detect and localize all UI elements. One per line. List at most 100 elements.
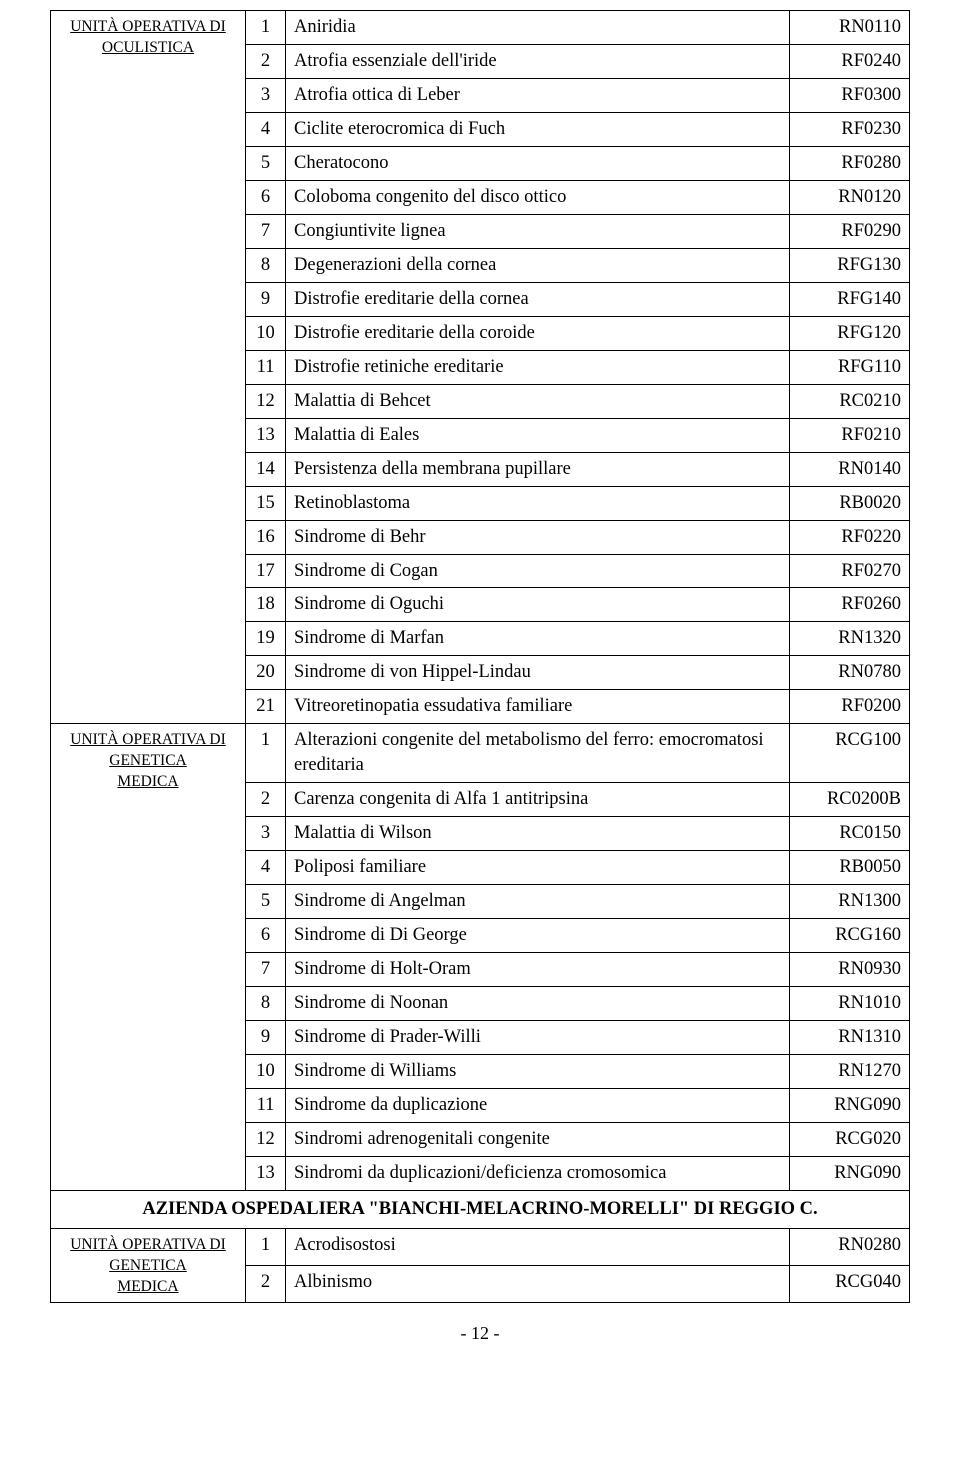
- disease-code: RF0240: [790, 44, 910, 78]
- unit-name-line: UNITÀ OPERATIVA DI: [59, 17, 237, 38]
- row-number: 3: [246, 78, 286, 112]
- disease-code: RN0140: [790, 452, 910, 486]
- table-row: UNITÀ OPERATIVA DIGENETICAMEDICA1Acrodis…: [51, 1228, 910, 1265]
- disease-name: Malattia di Wilson: [286, 817, 790, 851]
- row-number: 19: [246, 622, 286, 656]
- disease-name: Distrofie retiniche ereditarie: [286, 350, 790, 384]
- disease-code: RFG140: [790, 282, 910, 316]
- row-number: 4: [246, 851, 286, 885]
- row-number: 20: [246, 656, 286, 690]
- disease-name: Albinismo: [286, 1265, 790, 1302]
- page: UNITÀ OPERATIVA DIOCULISTICA1AniridiaRN0…: [0, 0, 960, 1374]
- disease-name: Sindrome di Angelman: [286, 885, 790, 919]
- row-number: 11: [246, 350, 286, 384]
- disease-name: Coloboma congenito del disco ottico: [286, 180, 790, 214]
- disease-code: RN0780: [790, 656, 910, 690]
- disease-code: RB0020: [790, 486, 910, 520]
- row-number: 3: [246, 817, 286, 851]
- disease-name: Distrofie ereditarie della coroide: [286, 316, 790, 350]
- disease-code: RC0210: [790, 384, 910, 418]
- unit-cell: UNITÀ OPERATIVA DIGENETICAMEDICA: [51, 724, 246, 1191]
- row-number: 8: [246, 248, 286, 282]
- disease-name: Sindrome di Di George: [286, 919, 790, 953]
- disease-name: Persistenza della membrana pupillare: [286, 452, 790, 486]
- disease-code: RF0280: [790, 146, 910, 180]
- disease-code: RC0200B: [790, 783, 910, 817]
- row-number: 5: [246, 885, 286, 919]
- row-number: 7: [246, 214, 286, 248]
- unit-name-line: GENETICA: [59, 751, 237, 772]
- disease-name: Sindrome di Marfan: [286, 622, 790, 656]
- disease-code: RN1300: [790, 885, 910, 919]
- disease-name: Sindrome di Noonan: [286, 987, 790, 1021]
- disease-name: Malattia di Behcet: [286, 384, 790, 418]
- row-number: 10: [246, 316, 286, 350]
- disease-name: Sindrome di Behr: [286, 520, 790, 554]
- disease-name: Sindrome da duplicazione: [286, 1089, 790, 1123]
- disease-code: RN0280: [790, 1228, 910, 1265]
- hospital-title: AZIENDA OSPEDALIERA "BIANCHI-MELACRINO-M…: [51, 1190, 910, 1228]
- disease-code: RF0220: [790, 520, 910, 554]
- disease-code: RF0230: [790, 112, 910, 146]
- row-number: 1: [246, 11, 286, 45]
- row-number: 1: [246, 724, 286, 783]
- row-number: 7: [246, 953, 286, 987]
- table-row: UNITÀ OPERATIVA DIGENETICAMEDICA1Alteraz…: [51, 724, 910, 783]
- disease-code: RFG120: [790, 316, 910, 350]
- unit-name-line: MEDICA: [59, 1277, 237, 1298]
- unit-name-line: UNITÀ OPERATIVA DI: [59, 730, 237, 751]
- disease-name: Sindromi da duplicazioni/deficienza crom…: [286, 1156, 790, 1190]
- row-number: 6: [246, 919, 286, 953]
- row-number: 13: [246, 1156, 286, 1190]
- unit-cell: UNITÀ OPERATIVA DIGENETICAMEDICA: [51, 1228, 246, 1302]
- disease-code: RF0270: [790, 554, 910, 588]
- disease-name: Vitreoretinopatia essudativa familiare: [286, 690, 790, 724]
- disease-code: RF0300: [790, 78, 910, 112]
- disease-name: Sindrome di Holt-Oram: [286, 953, 790, 987]
- disease-name: Sindrome di Oguchi: [286, 588, 790, 622]
- disease-code: RN1010: [790, 987, 910, 1021]
- row-number: 18: [246, 588, 286, 622]
- disease-name: Sindromi adrenogenitali congenite: [286, 1122, 790, 1156]
- row-number: 9: [246, 1021, 286, 1055]
- disease-code: RN0120: [790, 180, 910, 214]
- disease-name: Malattia di Eales: [286, 418, 790, 452]
- row-number: 2: [246, 44, 286, 78]
- disease-name: Retinoblastoma: [286, 486, 790, 520]
- disease-name: Alterazioni congenite del metabolismo de…: [286, 724, 790, 783]
- row-number: 1: [246, 1228, 286, 1265]
- disease-name: Distrofie ereditarie della cornea: [286, 282, 790, 316]
- row-number: 2: [246, 783, 286, 817]
- disease-code: RCG020: [790, 1122, 910, 1156]
- disease-name: Congiuntivite lignea: [286, 214, 790, 248]
- disease-code: RFG110: [790, 350, 910, 384]
- row-number: 14: [246, 452, 286, 486]
- row-number: 5: [246, 146, 286, 180]
- disease-code: RN0110: [790, 11, 910, 45]
- disease-name: Cheratocono: [286, 146, 790, 180]
- unit-name-line: GENETICA: [59, 1256, 237, 1277]
- disease-code: RC0150: [790, 817, 910, 851]
- disease-code: RCG160: [790, 919, 910, 953]
- unit-cell: UNITÀ OPERATIVA DIOCULISTICA: [51, 11, 246, 724]
- row-number: 9: [246, 282, 286, 316]
- disease-code: RF0210: [790, 418, 910, 452]
- disease-code: RF0290: [790, 214, 910, 248]
- disease-code: RCG040: [790, 1265, 910, 1302]
- disease-name: Carenza congenita di Alfa 1 antitripsina: [286, 783, 790, 817]
- row-number: 21: [246, 690, 286, 724]
- disease-code: RF0200: [790, 690, 910, 724]
- disease-name: Aniridia: [286, 11, 790, 45]
- disease-code: RN0930: [790, 953, 910, 987]
- row-number: 11: [246, 1089, 286, 1123]
- table-row: UNITÀ OPERATIVA DIOCULISTICA1AniridiaRN0…: [51, 11, 910, 45]
- unit-name-line: MEDICA: [59, 772, 237, 793]
- diseases-table: UNITÀ OPERATIVA DIOCULISTICA1AniridiaRN0…: [50, 10, 910, 1303]
- disease-code: RN1310: [790, 1021, 910, 1055]
- disease-name: Acrodisostosi: [286, 1228, 790, 1265]
- row-number: 17: [246, 554, 286, 588]
- row-number: 13: [246, 418, 286, 452]
- disease-code: RN1270: [790, 1055, 910, 1089]
- row-number: 4: [246, 112, 286, 146]
- row-number: 15: [246, 486, 286, 520]
